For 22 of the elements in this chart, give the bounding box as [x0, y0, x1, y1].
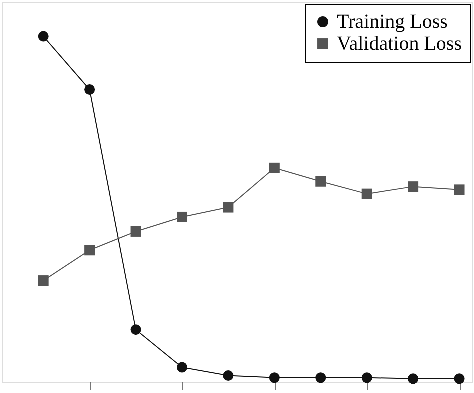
point [38, 276, 49, 286]
point [84, 84, 96, 95]
point [176, 362, 188, 373]
point [454, 184, 465, 196]
point [316, 372, 326, 384]
point [223, 202, 234, 213]
point [84, 245, 96, 256]
point [176, 212, 188, 222]
point [454, 374, 465, 384]
point [130, 226, 142, 237]
point [316, 176, 326, 187]
point [130, 324, 142, 336]
legend-label: Validation Loss [337, 33, 462, 55]
point [408, 182, 419, 192]
legend-label: Training Loss [337, 11, 448, 33]
point [408, 374, 419, 384]
point [269, 372, 280, 384]
point [223, 370, 234, 382]
point [362, 188, 372, 200]
point [269, 162, 280, 174]
point [362, 372, 372, 384]
point [38, 31, 49, 42]
